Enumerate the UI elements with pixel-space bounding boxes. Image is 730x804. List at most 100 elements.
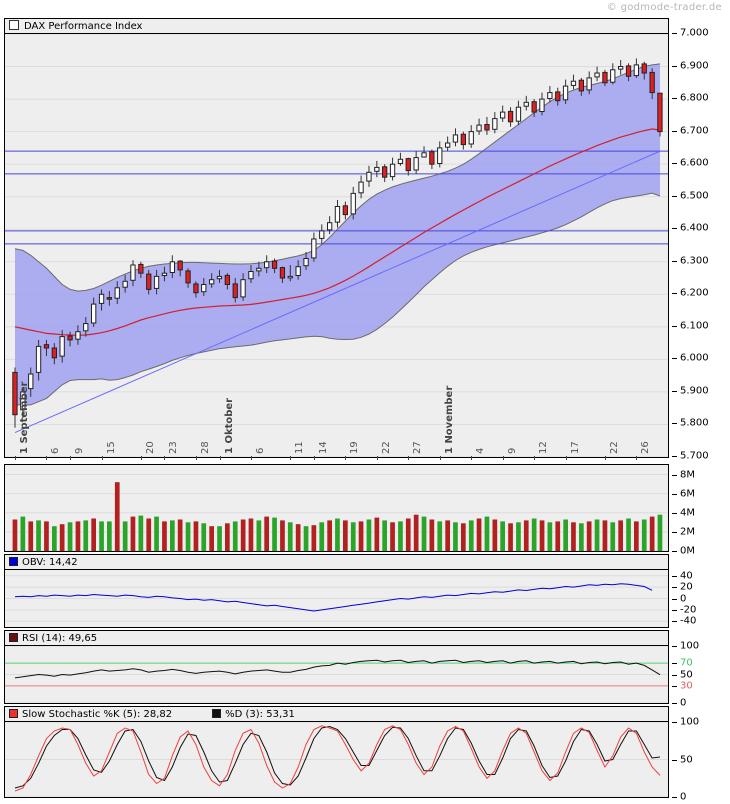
x-tick-mark — [101, 456, 103, 460]
stochastic-plot-area[interactable] — [5, 722, 668, 797]
x-tick-mark — [439, 456, 441, 460]
checkbox-icon[interactable] — [9, 20, 19, 30]
x-tick-label: 26 — [640, 441, 652, 454]
y-tick-label: 5.900 — [680, 385, 709, 397]
y-tick-mark — [672, 98, 677, 100]
x-tick-mark — [195, 456, 197, 460]
y-tick-label: 5.700 — [680, 450, 709, 462]
x-tick-label: 1 November — [443, 385, 455, 454]
y-tick-label: 6.300 — [680, 255, 709, 267]
y-tick-mark — [672, 228, 677, 230]
x-tick-label: 1 September — [19, 381, 30, 454]
y-tick-label: 4M — [680, 507, 695, 519]
y-tick-label: 7.000 — [680, 27, 709, 39]
y-tick-label: 20 — [680, 581, 693, 593]
y-tick-mark — [672, 390, 677, 392]
stochastic-legend: Slow Stochastic %K (5): 28,82 %D (3): 53,… — [5, 707, 668, 722]
y-tick-label: 6.900 — [680, 60, 709, 72]
y-tick-mark — [672, 646, 677, 647]
rsi-plot-area[interactable] — [5, 646, 668, 703]
stochastic-panel[interactable]: Slow Stochastic %K (5): 28,82 %D (3): 53,… — [4, 706, 669, 798]
y-tick-label: 6.800 — [680, 92, 709, 104]
obv-legend: OBV: 14,42 — [5, 555, 668, 570]
x-tick-mark — [636, 456, 638, 460]
price-x-axis: 1 September 6 9 15 20 23 28 1 Oktober 6 11 14 19 22 2… — [4, 382, 669, 460]
x-tick-label: 20 — [144, 441, 156, 454]
y-tick-label: 8M — [680, 469, 695, 481]
x-tick-label: 1 Oktober — [223, 397, 235, 454]
y-tick-label: 50 — [680, 669, 693, 680]
y-tick-label: 6.700 — [680, 125, 709, 137]
y-tick-mark — [672, 456, 677, 457]
rsi-legend-label: RSI (14): 49,65 — [22, 633, 98, 644]
y-tick-label: 30 — [680, 680, 693, 692]
y-tick-mark — [672, 325, 677, 327]
y-tick-mark — [672, 621, 677, 623]
y-tick-mark — [672, 33, 677, 34]
y-tick-label: 0 — [680, 791, 687, 803]
volume-panel[interactable] — [4, 464, 669, 552]
x-tick-mark — [250, 456, 252, 460]
price-plot-area[interactable] — [5, 34, 668, 457]
y-tick-mark — [672, 293, 677, 295]
y-tick-mark — [672, 551, 677, 552]
x-tick-mark — [534, 456, 536, 460]
volume-y-axis: 8M 6M 4M 2M 0M — [672, 464, 728, 557]
y-tick-label: 6.100 — [680, 320, 709, 332]
y-tick-label: 50 — [680, 754, 693, 765]
y-tick-label: 2M — [680, 526, 695, 538]
rsi-panel[interactable]: RSI (14): 49,65 — [4, 630, 669, 704]
x-tick-label: 22 — [608, 441, 620, 454]
y-tick-mark — [672, 759, 677, 761]
stochastic-d-label: %D (3): 53,31 — [225, 709, 295, 720]
stochastic-chart-svg — [5, 722, 668, 797]
x-tick-label: 6 — [254, 447, 266, 454]
x-tick-label: 6 — [50, 447, 62, 454]
x-tick-mark — [15, 456, 16, 460]
y-tick-mark — [672, 195, 677, 197]
x-tick-mark — [408, 456, 410, 460]
obv-panel[interactable]: OBV: 14,42 — [4, 554, 669, 628]
y-tick-mark — [672, 163, 677, 165]
y-tick-mark — [672, 65, 677, 67]
y-tick-label: -40 — [680, 615, 697, 627]
x-tick-mark — [345, 456, 347, 460]
x-tick-label: 19 — [349, 441, 361, 454]
x-tick-label: 17 — [569, 441, 581, 454]
rsi-legend: RSI (14): 49,65 — [5, 631, 668, 646]
x-tick-mark — [219, 456, 221, 460]
obv-plot-area[interactable] — [5, 570, 668, 627]
y-tick-label: 6.000 — [680, 352, 709, 364]
price-y-axis: 7.000 6.900 6.800 6.700 6.600 6.500 6.400 6.300… — [672, 18, 728, 462]
x-tick-mark — [140, 456, 142, 460]
volume-plot-area[interactable] — [5, 465, 668, 551]
x-tick-label: 12 — [538, 441, 550, 454]
x-tick-mark — [313, 456, 315, 460]
volume-chart-svg — [5, 474, 668, 551]
stochastic-y-axis: 100 50 0 — [672, 706, 728, 803]
x-tick-label: 22 — [380, 441, 392, 454]
x-tick-mark — [70, 456, 72, 460]
x-tick-mark — [565, 456, 567, 460]
x-tick-label: 23 — [168, 441, 180, 454]
x-tick-mark — [46, 456, 48, 460]
y-tick-label: 5.800 — [680, 417, 709, 429]
y-tick-mark — [672, 609, 677, 611]
obv-y-axis: 40 20 0 -20 -40 — [672, 554, 728, 628]
price-panel[interactable]: DAX Performance Index — [4, 18, 669, 458]
y-tick-label: 6.500 — [680, 190, 709, 202]
y-tick-mark — [672, 423, 677, 425]
x-tick-label: 9 — [74, 447, 86, 454]
obv-chart-svg — [5, 575, 668, 622]
x-tick-label: 27 — [412, 441, 424, 454]
x-tick-mark — [164, 456, 166, 460]
rsi-color-swatch — [9, 633, 18, 642]
y-tick-label: 0 — [680, 697, 687, 709]
y-tick-label: 6M — [680, 488, 695, 500]
rsi-y-axis: 100 70 50 30 0 — [672, 630, 728, 709]
x-tick-label: 14 — [317, 441, 329, 454]
obv-legend-label: OBV: 14,42 — [22, 557, 78, 568]
y-tick-label: 6.600 — [680, 157, 709, 169]
y-tick-label: 6.200 — [680, 287, 709, 299]
